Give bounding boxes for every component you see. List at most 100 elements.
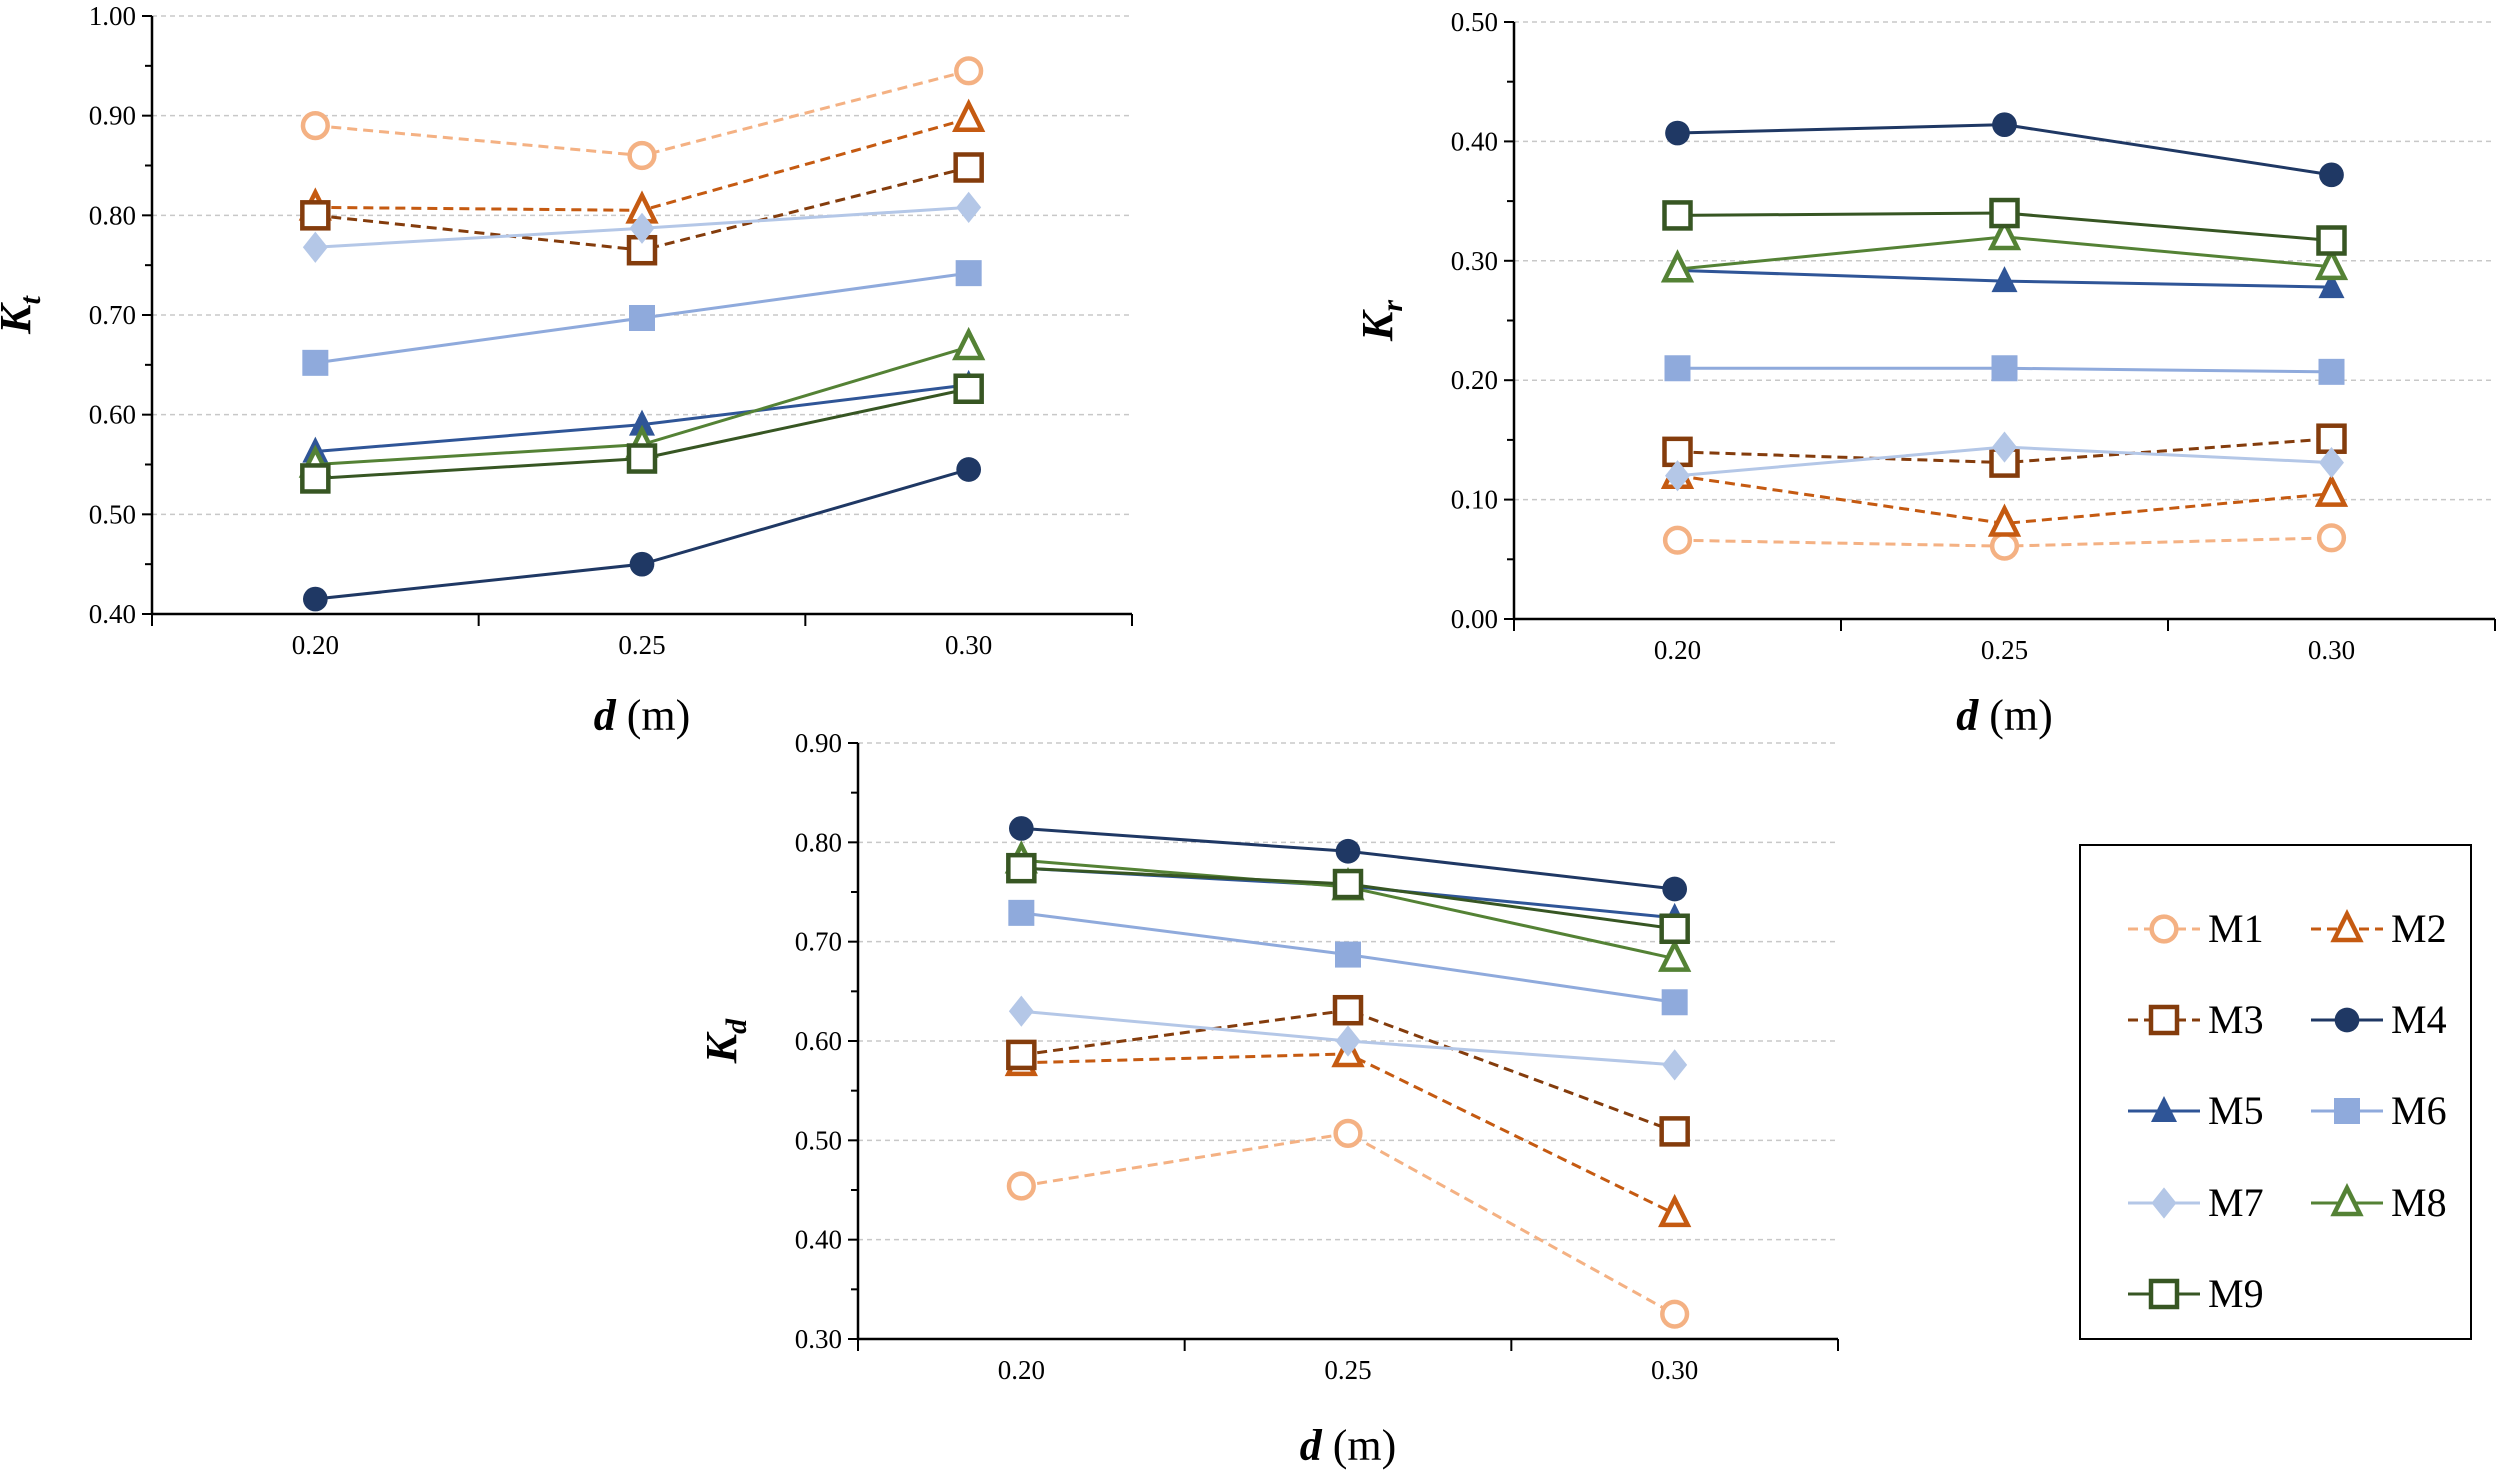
data-point-M9: [953, 373, 984, 405]
x-tick-label: 0.30: [2308, 635, 2355, 665]
legend-marker-M2: [2330, 909, 2364, 943]
x-tick-label: 0.20: [1654, 635, 1701, 665]
legend-marker-M7: [2151, 1187, 2177, 1219]
y-axis-title-main: K: [697, 1031, 746, 1064]
data-point-M6: [1991, 355, 2018, 382]
y-tick-label: 0.40: [89, 599, 136, 629]
legend-item-M3: M3: [2128, 997, 2264, 1042]
data-point-M6: [1008, 899, 1035, 926]
legend-item-M7: M7: [2128, 1180, 2264, 1225]
data-point-M4: [302, 586, 328, 612]
data-point-M6: [1335, 941, 1361, 968]
series-M4: [1665, 112, 2344, 188]
data-point-M3: [1006, 1039, 1037, 1071]
data-point-M4: [956, 457, 982, 482]
series-M6: [302, 260, 982, 376]
x-tick-label: 0.20: [998, 1355, 1045, 1385]
series-line-M2: [1677, 474, 2332, 525]
data-point-M7: [629, 212, 655, 244]
data-point-M6: [955, 260, 982, 287]
legend-item-M4: M4: [2311, 997, 2447, 1042]
chart-kr: 0.00 0.10 0.20 0.30 0.40 0.50 0.20 0.25 0.30 d (m…: [1353, 7, 2496, 740]
y-tick-label: 0.40: [1451, 126, 1498, 156]
series-M6: [1008, 899, 1688, 1016]
series-M6: [1664, 355, 2345, 385]
series-M9: [300, 373, 984, 494]
series-M1: [300, 56, 984, 171]
y-axis-title-sub: d: [720, 1018, 753, 1034]
data-point-M4: [1665, 120, 1690, 146]
legend-label: M3: [2208, 997, 2264, 1042]
data-point-M2: [2314, 473, 2349, 507]
data-point-M6: [302, 349, 329, 376]
data-point-M6: [1664, 355, 1691, 382]
legend-label: M7: [2208, 1180, 2264, 1225]
series-M8: [1660, 216, 2349, 283]
x-axis-title: d (m): [1300, 1421, 1397, 1470]
data-point-M1: [1660, 1299, 1690, 1329]
data-point-M7: [2319, 446, 2344, 479]
data-point-M9: [2316, 225, 2347, 256]
legend-label: M8: [2391, 1180, 2447, 1225]
y-tick-label: 0.80: [795, 827, 842, 857]
x-tick-label: 0.30: [945, 630, 992, 660]
x-axis-title-var: d: [1300, 1421, 1323, 1470]
legend-label: M9: [2208, 1271, 2264, 1316]
series-M3: [1006, 994, 1690, 1147]
data-point-M7: [302, 231, 328, 263]
y-tick-label: 0.00: [1451, 604, 1498, 634]
legend-item-M9: M9: [2128, 1271, 2264, 1316]
y-axis-title-main: K: [0, 302, 40, 335]
series-M9: [1662, 197, 2347, 256]
series-M4: [1008, 816, 1688, 902]
data-point-M4: [1662, 876, 1688, 902]
legend-box: [2079, 844, 2472, 1340]
data-point-M9: [300, 463, 331, 494]
series-M7: [1665, 431, 2344, 492]
y-tick-label: 0.50: [795, 1125, 842, 1155]
legend-label: M1: [2208, 906, 2264, 951]
x-tick-label: 0.30: [1651, 1355, 1698, 1385]
y-tick-label: 1.00: [89, 1, 136, 31]
x-axis-title-unit: (m): [1322, 1421, 1397, 1470]
legend-label: M2: [2391, 906, 2447, 951]
data-point-M2: [952, 98, 986, 132]
data-point-M3: [953, 152, 984, 183]
data-point-M9: [1006, 852, 1037, 884]
y-tick-label: 0.50: [1451, 7, 1498, 37]
y-tick-label: 0.60: [89, 400, 136, 430]
data-point-M8: [1660, 249, 1695, 283]
data-point-M9: [1989, 197, 2020, 229]
data-point-M5: [2318, 272, 2345, 299]
legend-item-M5: M5: [2128, 1088, 2264, 1133]
legend-marker-M6: [2334, 1098, 2360, 1124]
y-tick-label: 0.70: [795, 927, 842, 957]
legend-marker-M5: [2151, 1096, 2177, 1123]
data-point-M4: [1008, 816, 1034, 841]
data-point-M8: [952, 326, 986, 361]
data-point-M7: [1335, 1025, 1361, 1057]
legend-marker-M4: [2334, 1007, 2360, 1033]
data-point-M1: [627, 140, 657, 171]
data-point-M1: [1662, 525, 1693, 555]
x-tick-label: 0.25: [1324, 1355, 1371, 1385]
y-tick-label: 0.90: [795, 728, 842, 758]
y-tick-label: 0.60: [795, 1026, 842, 1056]
data-point-M1: [1989, 531, 2020, 561]
x-tick-label: 0.25: [1981, 635, 2028, 665]
data-point-M5: [1991, 266, 2018, 293]
series-M1: [1662, 523, 2347, 561]
legend-item-M6: M6: [2311, 1088, 2447, 1133]
data-point-M2: [1658, 1193, 1692, 1228]
x-axis-title: d (m): [1956, 691, 2053, 740]
data-point-M9: [1332, 868, 1364, 900]
series-M7: [1008, 995, 1688, 1081]
y-tick-label: 0.80: [89, 200, 136, 230]
legend-marker-M3: [2148, 1004, 2180, 1036]
series-line-M4: [315, 468, 970, 601]
y-tick-label: 0.40: [795, 1225, 842, 1255]
data-point-M1: [1333, 1118, 1363, 1148]
y-tick-label: 0.30: [1451, 246, 1498, 276]
data-point-M1: [954, 56, 984, 86]
